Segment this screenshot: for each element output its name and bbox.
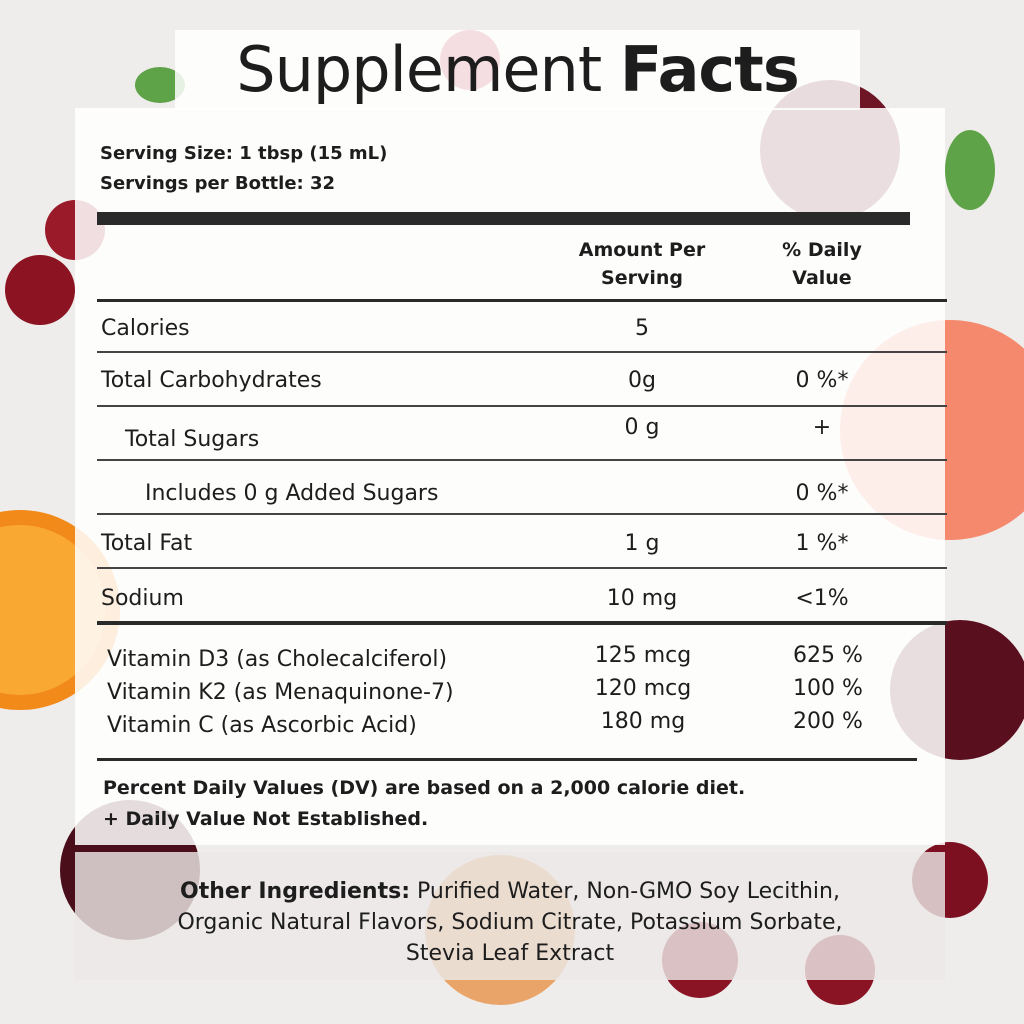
nutrient-name: Calories <box>101 316 190 341</box>
cherry <box>5 255 75 325</box>
ingredients-text: Purified Water, Non-GMO Soy Lecithin, Or… <box>177 879 843 966</box>
title-box: Supplement Facts <box>175 30 860 110</box>
daily-value: 0 %* <box>795 481 849 506</box>
ingredients-label: Other Ingredients: <box>180 879 410 904</box>
amount-header: Amount Per Serving <box>578 239 706 289</box>
amount: 0 g <box>624 415 660 440</box>
rule <box>97 459 947 461</box>
ingredients-box: Other Ingredients: Purified Water, Non-G… <box>75 852 945 980</box>
daily-value: 200 % <box>793 709 863 734</box>
mint <box>945 130 995 210</box>
amount: 125 mcg <box>594 643 692 668</box>
rule <box>97 299 947 302</box>
serving-size: Serving Size: 1 tbsp (15 mL) <box>100 143 388 164</box>
dv-header: % Daily Value <box>782 239 862 289</box>
rule <box>97 405 947 407</box>
title-light: Supplement <box>236 33 602 106</box>
vitamin-name: Vitamin D3 (as Cholecalciferol) <box>107 647 448 672</box>
rule <box>97 758 917 761</box>
mint <box>135 67 185 103</box>
amount: 5 <box>635 316 649 341</box>
vitamin-name: Vitamin K2 (as Menaquinone-7) <box>107 680 454 705</box>
daily-value: + <box>812 415 832 440</box>
daily-value: <1% <box>795 586 849 611</box>
daily-value: 625 % <box>793 643 863 668</box>
amount: 120 mcg <box>594 676 692 701</box>
daily-value: 100 % <box>793 676 863 701</box>
facts-panel <box>75 108 945 845</box>
daily-value: 0 %* <box>795 368 849 393</box>
rule <box>97 567 947 569</box>
amount: 1 g <box>624 531 660 556</box>
footnote: Percent Daily Values (DV) are based on a… <box>103 777 746 799</box>
nutrient-name: Includes 0 g Added Sugars <box>145 481 439 506</box>
amount: 10 mg <box>606 586 678 611</box>
nutrient-name: Total Carbohydrates <box>101 368 322 393</box>
nutrient-name: Sodium <box>101 586 184 611</box>
thick-rule <box>97 212 910 225</box>
nutrient-name: Total Fat <box>101 531 193 556</box>
amount: 180 mg <box>600 709 686 734</box>
amount: 0g <box>628 368 656 393</box>
title-bold: Facts <box>619 33 800 106</box>
rule <box>97 351 947 353</box>
footnote: + Daily Value Not Established. <box>103 808 429 830</box>
daily-value: 1 %* <box>795 531 849 556</box>
servings-per-container: Servings per Bottle: 32 <box>100 173 336 194</box>
rule <box>97 513 947 515</box>
rule <box>97 621 947 625</box>
nutrient-name: Total Sugars <box>125 427 260 452</box>
vitamin-name: Vitamin C (as Ascorbic Acid) <box>107 713 417 738</box>
